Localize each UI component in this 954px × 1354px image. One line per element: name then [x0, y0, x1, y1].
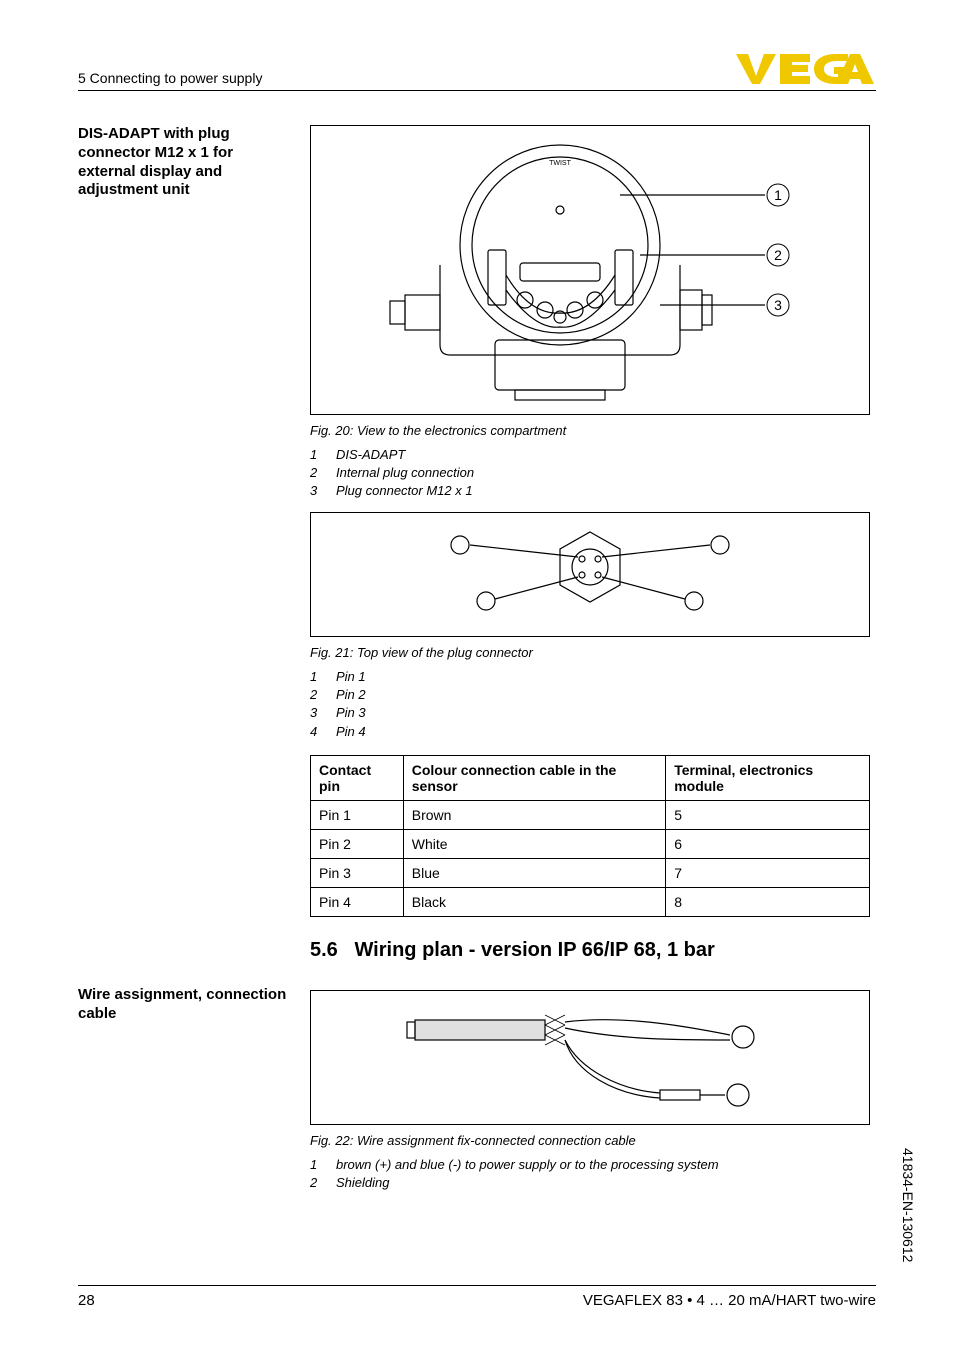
- product-name: VEGAFLEX 83 • 4 … 20 mA/HART two-wire: [583, 1292, 876, 1309]
- page-number: 28: [78, 1292, 95, 1309]
- figure-21-box: [310, 512, 870, 637]
- svg-text:3: 3: [774, 297, 782, 313]
- figure-22-svg: [320, 995, 860, 1120]
- figure-20-legend: 1DIS-ADAPT 2Internal plug connection 3Pl…: [310, 446, 870, 501]
- figure-22-block: Fig. 22: Wire assignment fix-connected c…: [310, 990, 870, 1192]
- figure-22-box: [310, 990, 870, 1125]
- figure-21-caption: Fig. 21: Top view of the plug connector: [310, 645, 870, 660]
- figure-21-block: Fig. 21: Top view of the plug connector …: [310, 512, 870, 962]
- pin-table: Contact pin Colour connection cable in t…: [310, 755, 870, 917]
- sidebar-heading-wire: Wire assignment, connection cable: [78, 986, 288, 1024]
- figure-20-caption: Fig. 20: View to the electronics compart…: [310, 423, 870, 438]
- page-header: 5 Connecting to power supply: [78, 52, 876, 91]
- document-id: 41834-EN-130612: [900, 1148, 916, 1262]
- page-footer: 28 VEGAFLEX 83 • 4 … 20 mA/HART two-wire: [78, 1285, 876, 1309]
- figure-22-legend: 1brown (+) and blue (-) to power supply …: [310, 1156, 870, 1192]
- section-5-6-heading: 5.6 Wiring plan - version IP 66/IP 68, 1…: [310, 939, 870, 962]
- svg-text:1: 1: [774, 187, 782, 203]
- svg-text:2: 2: [774, 247, 782, 263]
- pin-table-col2: Terminal, electronics module: [666, 755, 870, 800]
- sidebar-heading-disadapt: DIS-ADAPT with plug connector M12 x 1 fo…: [78, 125, 288, 200]
- table-row: Pin 1Brown5: [311, 800, 870, 829]
- figure-20-box: TWIST 1 2 3: [310, 125, 870, 415]
- pin-table-col0: Contact pin: [311, 755, 404, 800]
- figure-21-svg: [320, 517, 860, 632]
- figure-20-svg: TWIST 1 2 3: [320, 135, 860, 405]
- table-row: Pin 2White6: [311, 829, 870, 858]
- figure-20-block: TWIST 1 2 3: [310, 125, 870, 501]
- table-row: Pin 4Black8: [311, 887, 870, 916]
- figure-22-caption: Fig. 22: Wire assignment fix-connected c…: [310, 1133, 870, 1148]
- table-row: Pin 3Blue7: [311, 858, 870, 887]
- header-section-title: 5 Connecting to power supply: [78, 70, 262, 86]
- vega-logo: [736, 52, 876, 86]
- pin-table-col1: Colour connection cable in the sensor: [403, 755, 665, 800]
- figure-21-legend: 1Pin 1 2Pin 2 3Pin 3 4Pin 4: [310, 668, 870, 741]
- svg-text:TWIST: TWIST: [549, 160, 571, 167]
